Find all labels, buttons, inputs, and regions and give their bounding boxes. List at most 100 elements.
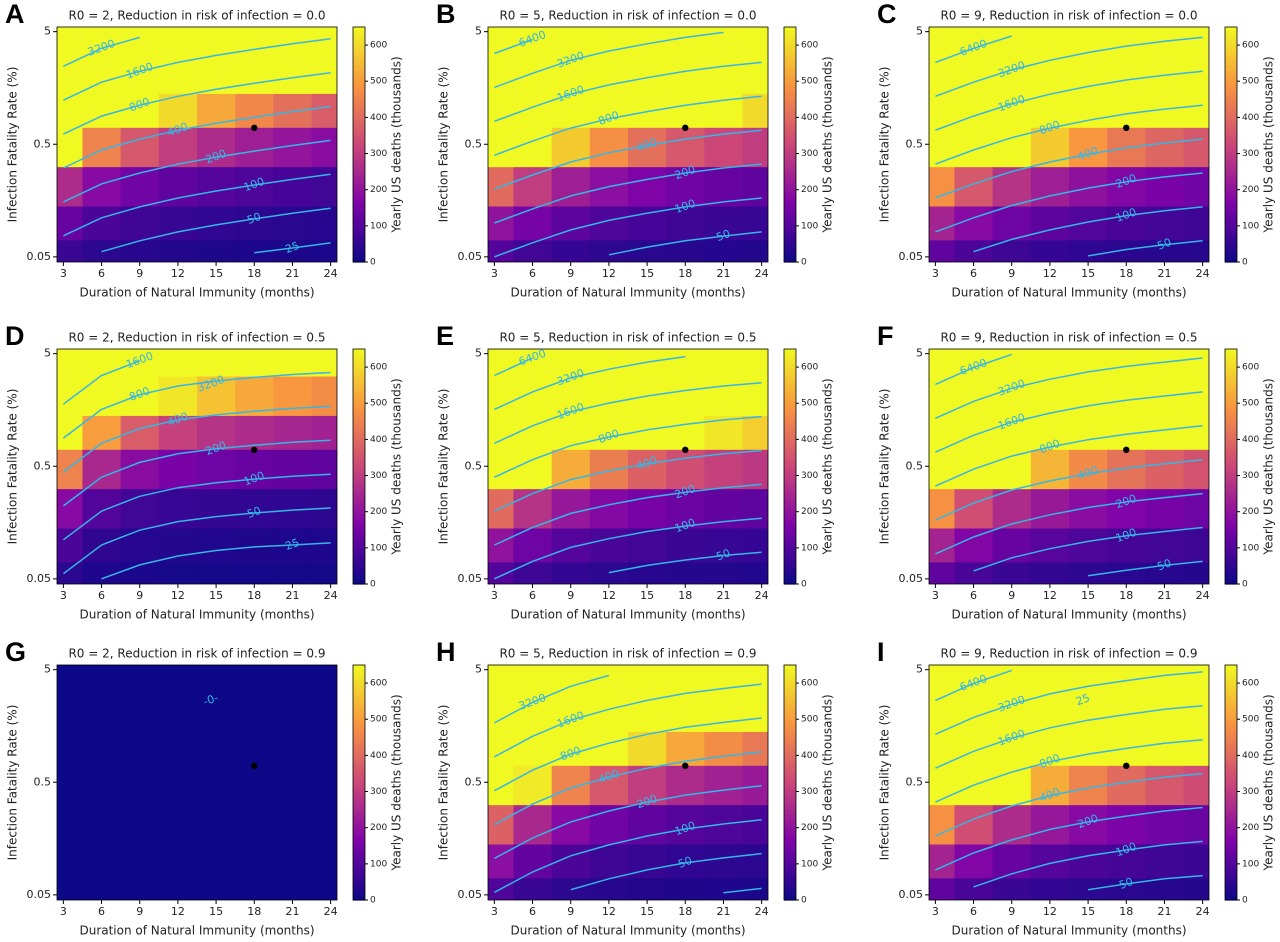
colorbar-segment [1225, 191, 1237, 197]
colorbar-segment [353, 743, 365, 748]
heat-cell [235, 449, 274, 490]
x-tick-label: 12 [1043, 267, 1057, 280]
x-tick-label: 9 [136, 589, 143, 602]
contour-line [494, 61, 762, 123]
x-tick-label: 18 [1119, 589, 1133, 602]
colorbar-segment [784, 144, 796, 150]
heat-cell [57, 166, 83, 207]
colorbar-segment [353, 809, 365, 815]
heat-cell [1145, 561, 1185, 584]
colorbar-segment [1225, 680, 1237, 686]
colorbar-tick-label: 600 [370, 679, 387, 689]
heat-cell [742, 665, 768, 693]
heat-cell [992, 561, 1032, 584]
heat-cell [273, 166, 313, 207]
heat-cell [1030, 528, 1070, 563]
x-tick-label: 3 [60, 589, 67, 602]
colorbar-segment [1225, 117, 1237, 122]
heat-cell [1183, 54, 1209, 94]
colorbar-tick-label: 400 [370, 113, 387, 123]
x-tick-label: 3 [932, 589, 939, 602]
heat-cell [158, 166, 198, 207]
colorbar-segment [353, 533, 365, 538]
heat-cell [929, 665, 955, 693]
colorbar-segment [784, 454, 796, 460]
contour-label: -0- [202, 691, 221, 708]
heat-cell [197, 877, 236, 900]
heat-cell [513, 665, 553, 693]
colorbar-tick-label: 400 [1242, 751, 1259, 761]
colorbar-segment [353, 356, 365, 362]
heat-cell [992, 692, 1032, 732]
colorbar-segment [784, 230, 796, 236]
heat-cell [666, 127, 705, 168]
colorbar-segment [353, 474, 365, 479]
contour-line [63, 139, 331, 203]
colorbar-segment [353, 439, 365, 444]
contour-line [62, 360, 140, 405]
heat-cell [1107, 488, 1146, 529]
colorbar-segment [1225, 715, 1237, 721]
heat-cell [1069, 731, 1108, 766]
colorbar-segment [353, 58, 365, 63]
y-tick-label: 5 [44, 347, 51, 360]
colorbar-segment [784, 470, 796, 475]
colorbar-segment [353, 739, 365, 744]
heat-cell [1030, 488, 1070, 529]
colorbar-segment [784, 692, 796, 697]
x-axis-label: Duration of Natural Immunity (months) [510, 608, 745, 622]
heat-cell [1145, 692, 1185, 732]
colorbar-segment [784, 751, 796, 756]
colorbar-segment [784, 892, 796, 897]
colorbar-segment [784, 529, 796, 534]
x-tick-label: 6 [98, 905, 105, 918]
contour-line [494, 683, 762, 758]
colorbar-segment [1225, 58, 1237, 63]
colorbar-segment [784, 254, 796, 259]
heat-cell [551, 349, 591, 377]
plot-area [57, 27, 337, 262]
colorbar-segment [353, 802, 365, 807]
colorbar-segment [353, 46, 365, 52]
heat-cell [82, 127, 122, 168]
heat-cell [158, 528, 198, 563]
colorbar-segment [1225, 450, 1237, 456]
colorbar-segment [353, 415, 365, 421]
colorbar-segment [353, 454, 365, 460]
colorbar-segment [1225, 183, 1237, 189]
colorbar-segment [353, 349, 365, 354]
heat-cell [235, 731, 274, 766]
reference-point [251, 446, 258, 454]
colorbar-segment [784, 218, 796, 224]
contour-line [1087, 874, 1203, 891]
panel-letter: F [877, 321, 894, 351]
heat-cell [1183, 415, 1209, 450]
heat-cell [666, 449, 705, 490]
colorbar-segment [353, 34, 365, 40]
heat-cell [513, 127, 553, 168]
colorbar-segment [784, 568, 796, 573]
contour-label: 50 [676, 854, 694, 871]
contour-line [63, 71, 331, 135]
colorbar-segment [353, 132, 365, 138]
colorbar-segment [784, 349, 796, 354]
colorbar-segment [1225, 712, 1237, 717]
colorbar-segment [784, 352, 796, 358]
colorbar-segment [784, 431, 796, 436]
colorbar-segment [1225, 85, 1237, 91]
colorbar-label: Yearly US deaths (thousands) [390, 56, 404, 233]
colorbar-segment [353, 50, 365, 56]
colorbar-label: Yearly US deaths (thousands) [821, 694, 835, 871]
colorbar-segment [353, 482, 365, 487]
heat-cell [1069, 488, 1108, 529]
colorbar-segment [353, 372, 365, 378]
heat-cell [120, 877, 160, 900]
colorbar-segment [784, 501, 796, 507]
heat-cell [57, 877, 83, 900]
heat-cell [1107, 27, 1146, 55]
colorbar-segment [784, 439, 796, 444]
contour-line [494, 415, 762, 478]
heat-cell [57, 449, 83, 490]
heat-cell [1030, 561, 1070, 584]
heat-cell [57, 415, 83, 450]
